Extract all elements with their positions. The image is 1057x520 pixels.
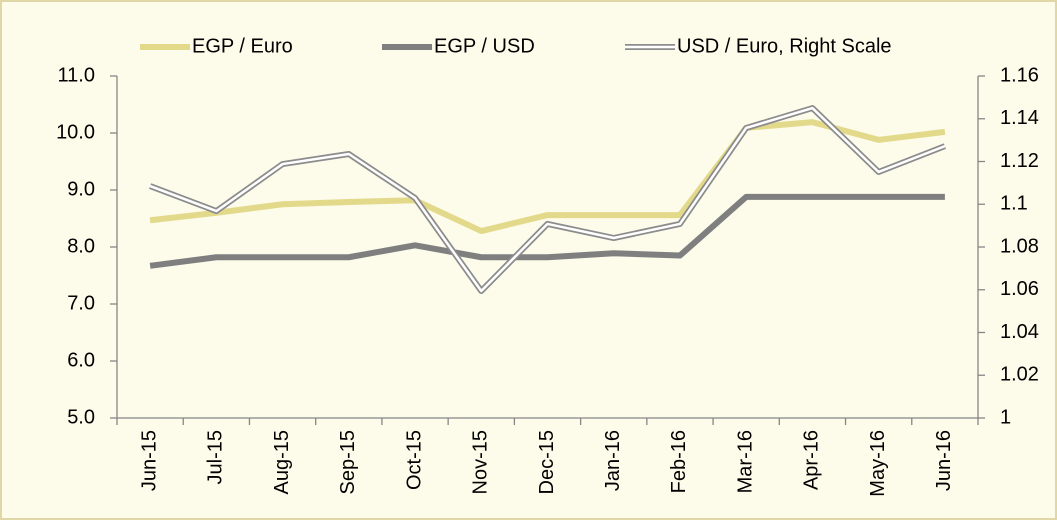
- y2-tick-label: 1.06: [1000, 278, 1039, 300]
- y-tick-label: 8.0: [67, 235, 95, 257]
- x-tick-label: Jun-15: [138, 430, 160, 491]
- x-tick-label: Aug-15: [271, 430, 293, 495]
- x-tick-label: Apr-16: [801, 430, 823, 490]
- x-tick-label: Mar-16: [734, 430, 756, 493]
- series-line: [149, 119, 946, 235]
- y-tick-label: 5.0: [67, 406, 95, 428]
- y2-tick-label: 1.1: [1000, 193, 1028, 215]
- legend-label: EGP / Euro: [192, 35, 293, 57]
- x-tick-label: Jan-16: [602, 430, 624, 491]
- x-tick-label: Feb-16: [668, 430, 690, 493]
- y2-tick-label: 1.04: [1000, 321, 1039, 343]
- y-tick-label: 6.0: [67, 349, 95, 371]
- y2-tick-label: 1.02: [1000, 364, 1039, 386]
- y2-tick-label: 1.08: [1000, 235, 1039, 257]
- y2-tick-label: 1: [1000, 406, 1011, 428]
- y2-tick-label: 1.14: [1000, 107, 1039, 129]
- x-tick-label: Jul-15: [205, 430, 227, 484]
- x-tick-label: Oct-15: [403, 430, 425, 490]
- x-tick-label: Sep-15: [337, 430, 359, 495]
- y-tick-label: 7.0: [67, 292, 95, 314]
- y2-tick-label: 1.12: [1000, 150, 1039, 172]
- y-tick-label: 10.0: [56, 121, 95, 143]
- x-tick-label: Dec-15: [536, 430, 558, 494]
- series-line: [149, 193, 945, 269]
- x-tick-label: Jun-16: [933, 430, 955, 491]
- y-tick-label: 9.0: [67, 178, 95, 200]
- y-tick-label: 11.0: [58, 64, 95, 86]
- legend-label: USD / Euro, Right Scale: [677, 35, 892, 57]
- series-line-inner: [149, 106, 946, 293]
- x-tick-label: May-16: [867, 430, 889, 497]
- legend-label: EGP / USD: [434, 35, 535, 57]
- y2-tick-label: 1.16: [1000, 64, 1039, 86]
- x-tick-label: Nov-15: [470, 430, 492, 494]
